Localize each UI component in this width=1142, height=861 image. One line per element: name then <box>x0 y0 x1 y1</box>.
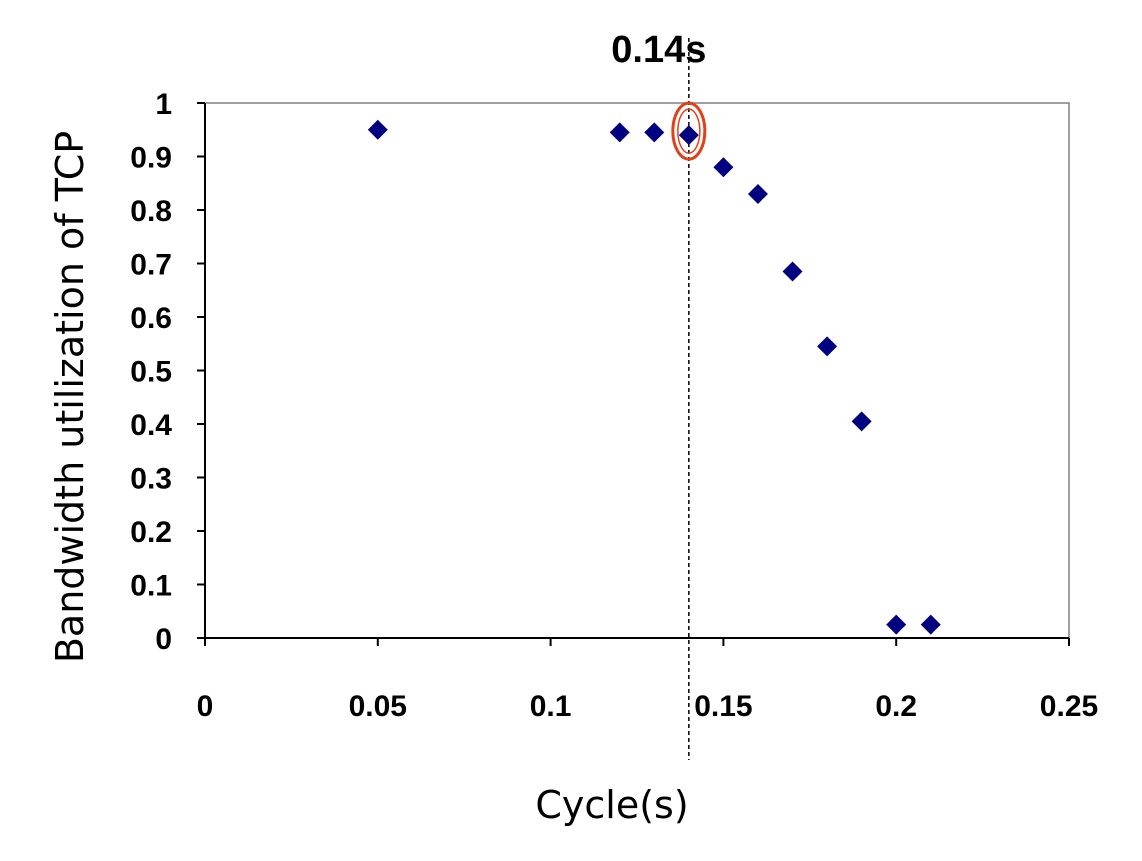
y-tick-label: 0.1 <box>130 570 172 603</box>
y-tick-label: 0.7 <box>130 249 172 282</box>
x-axis: 0 0.05 0.1 0.15 0.2 0.25 <box>197 638 1098 723</box>
annotation: 0.14s <box>611 29 706 760</box>
y-tick-label: 0.2 <box>130 516 172 549</box>
data-point <box>609 122 630 143</box>
y-tick-label: 0.4 <box>130 409 172 442</box>
data-point <box>367 119 388 140</box>
data-point <box>678 125 699 146</box>
highlight-ellipse <box>671 101 707 161</box>
data-point <box>644 122 665 143</box>
y-tick-label: 0.8 <box>130 195 172 228</box>
y-tick-label: 0.5 <box>130 356 172 389</box>
data-point <box>817 336 838 357</box>
x-tick-label: 0.15 <box>694 690 752 723</box>
x-axis-title: Cycle(s) <box>535 783 688 827</box>
highlight-ellipse-inner <box>677 108 701 154</box>
y-tick-label: 0.6 <box>130 302 172 335</box>
x-tick-label: 0.25 <box>1040 690 1098 723</box>
y-tick-label: 0 <box>155 623 172 656</box>
x-tick-label: 0.1 <box>530 690 572 723</box>
x-tick-label: 0 <box>197 690 214 723</box>
data-point <box>747 183 768 204</box>
data-point <box>851 411 872 432</box>
data-point <box>920 614 941 635</box>
x-tick-label: 0.05 <box>349 690 407 723</box>
y-tick-label: 1 <box>155 88 172 121</box>
data-point <box>713 157 734 178</box>
data-point <box>782 261 803 282</box>
annotation-label: 0.14s <box>611 29 706 71</box>
data-point <box>886 614 907 635</box>
x-tick-label: 0.2 <box>875 690 917 723</box>
y-axis: 0 0.1 0.2 0.3 0.4 0.5 0.6 0.7 0.8 0.9 1 <box>130 88 205 656</box>
plot-area <box>204 102 1070 639</box>
data-series <box>367 119 941 635</box>
y-axis-title: Bandwidth utilization of TCP <box>48 131 92 663</box>
y-tick-label: 0.3 <box>130 463 172 496</box>
y-tick-label: 0.9 <box>130 142 172 175</box>
